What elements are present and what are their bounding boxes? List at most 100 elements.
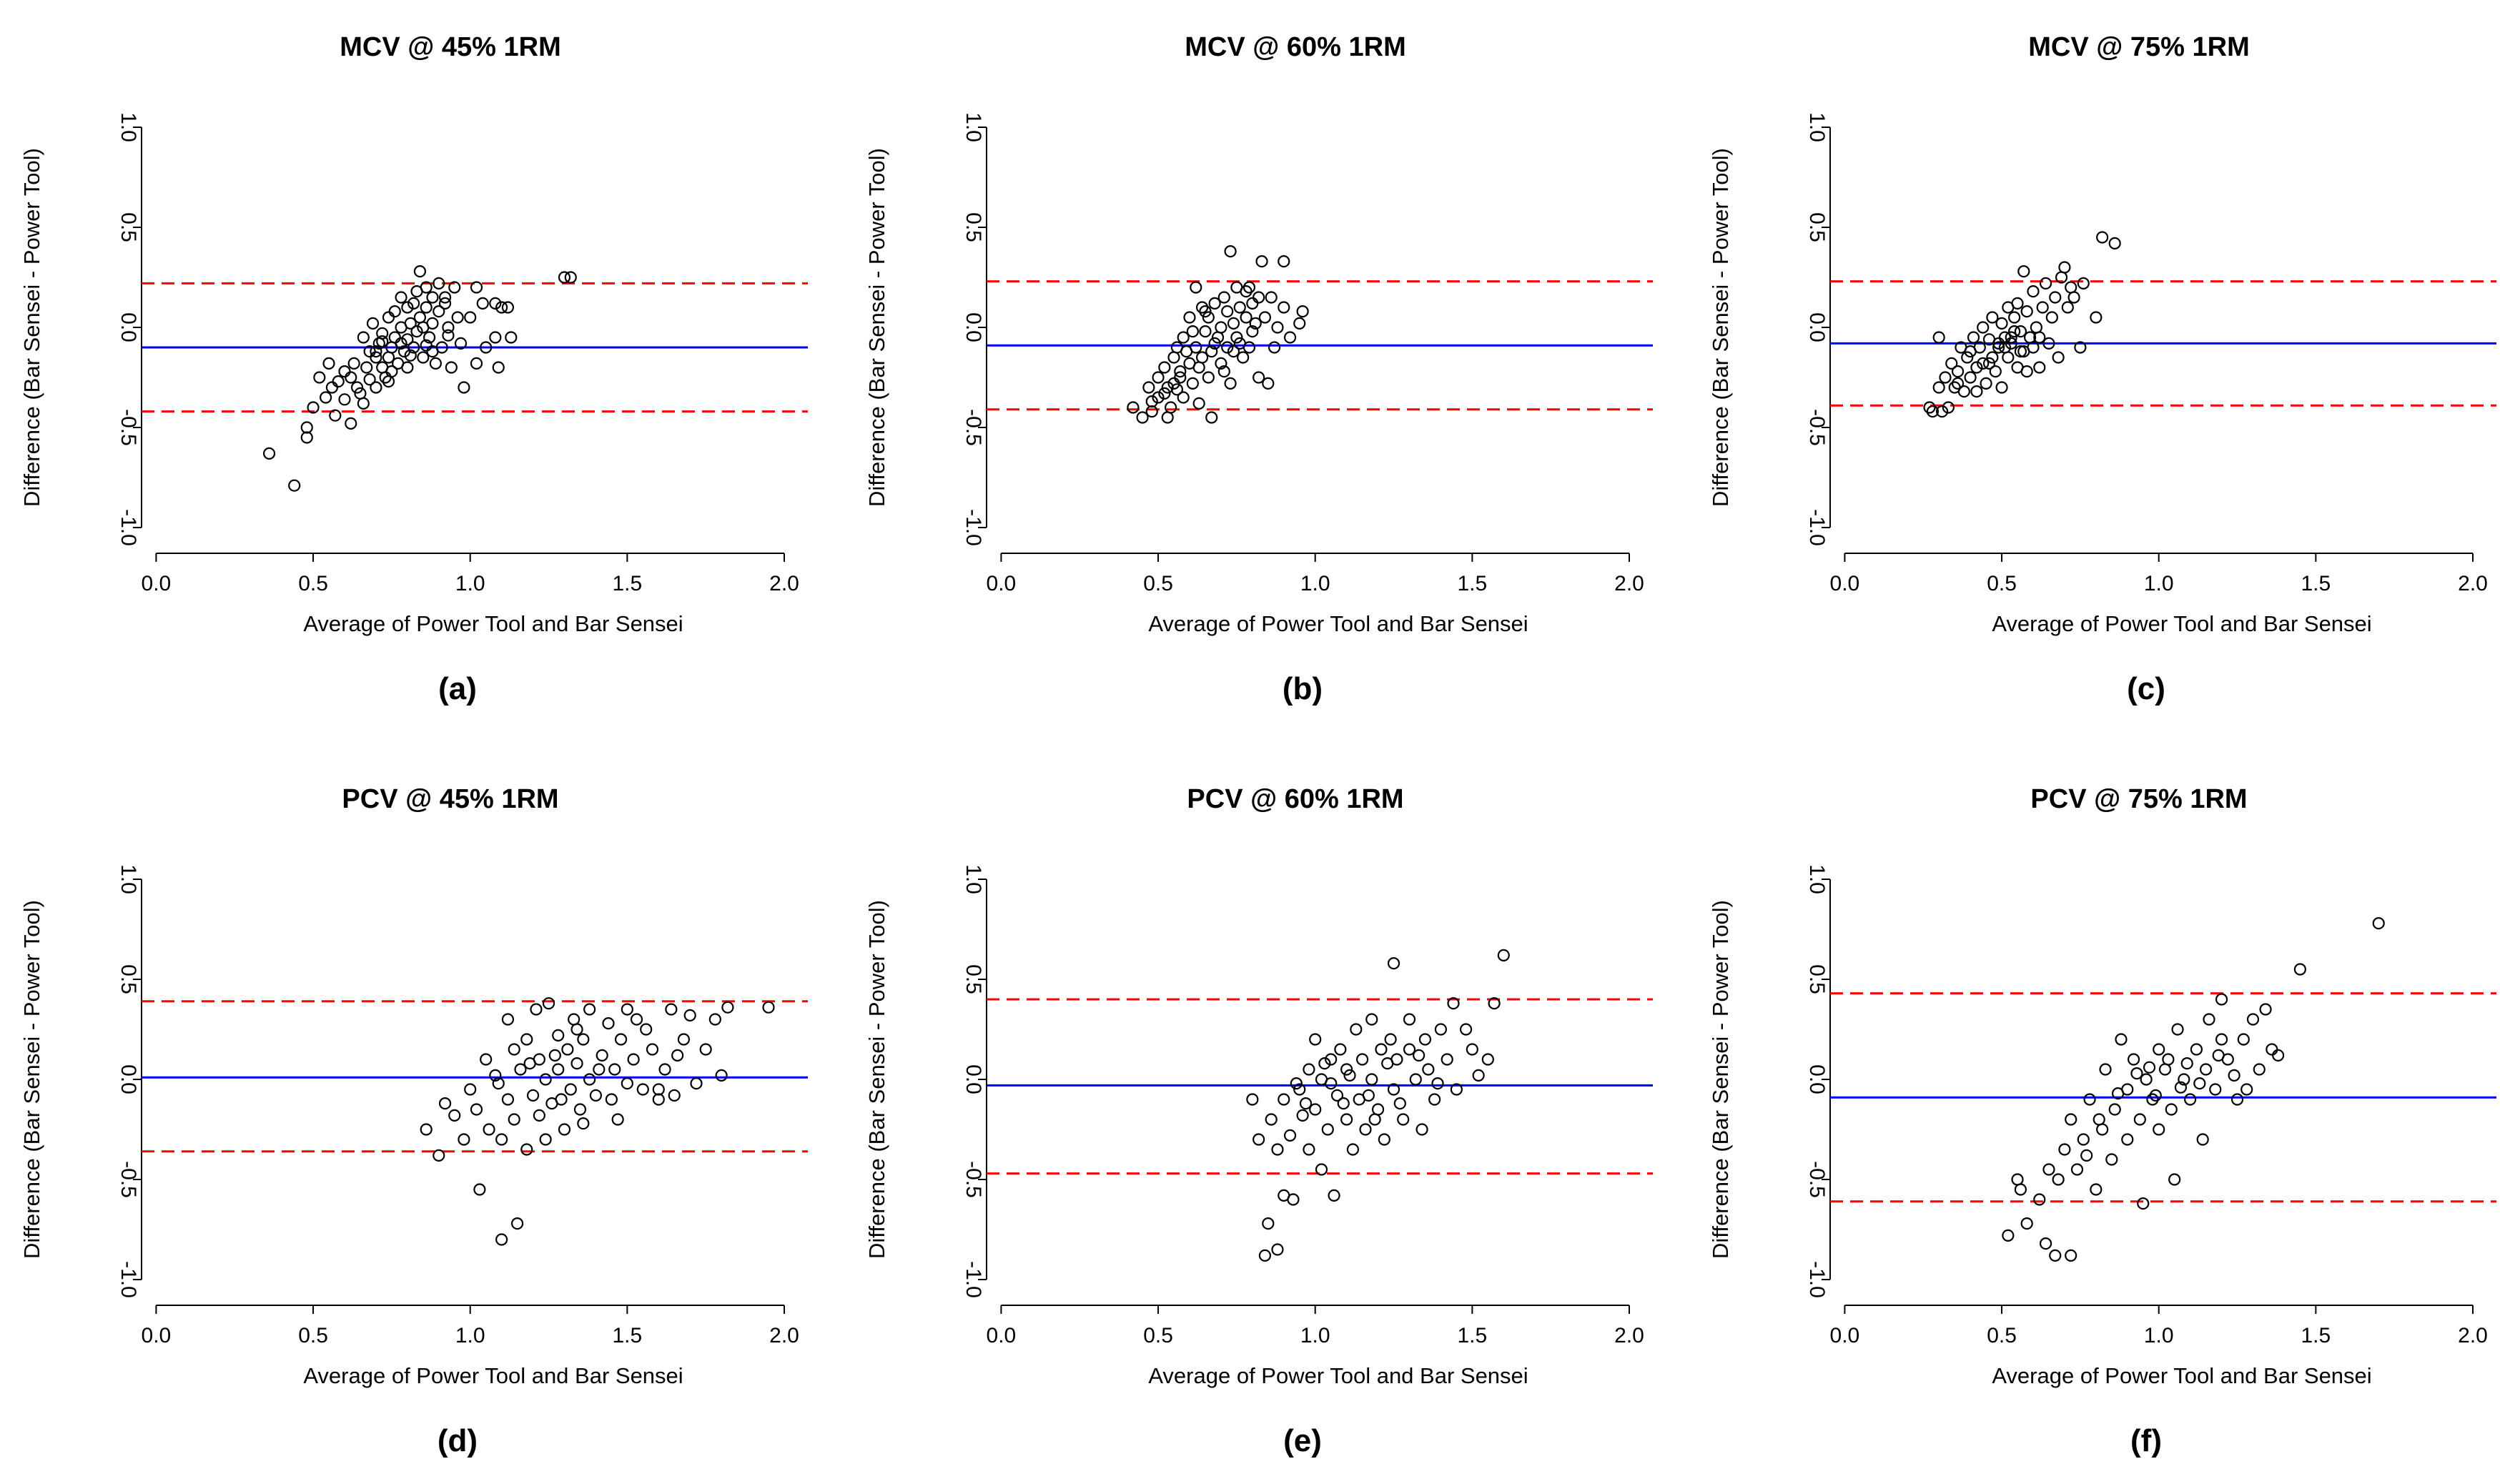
y-axis-label: Difference (Bar Sensei - Power Tool) bbox=[1708, 148, 1733, 507]
y-tick-label: -0.5 bbox=[962, 1161, 985, 1198]
x-tick-label: 1.5 bbox=[1457, 1324, 1487, 1347]
data-point bbox=[448, 281, 461, 294]
y-tick-label: -0.5 bbox=[1805, 409, 1829, 446]
data-point bbox=[2209, 1083, 2222, 1096]
data-point bbox=[382, 311, 395, 324]
data-point bbox=[2203, 1013, 2215, 1026]
data-point bbox=[577, 1033, 590, 1046]
data-point bbox=[1195, 301, 1209, 314]
data-point bbox=[2215, 1033, 2228, 1046]
data-point bbox=[1237, 351, 1250, 364]
data-point bbox=[658, 1063, 671, 1076]
data-point bbox=[2002, 1229, 2015, 1242]
data-point bbox=[417, 351, 430, 364]
data-point bbox=[577, 1117, 590, 1130]
data-point bbox=[1230, 331, 1243, 344]
data-point bbox=[322, 357, 335, 370]
data-point bbox=[329, 409, 342, 422]
data-point bbox=[2212, 1049, 2225, 1062]
x-tick-label: 1.0 bbox=[1300, 572, 1330, 595]
data-point bbox=[1293, 1083, 1306, 1096]
data-point bbox=[583, 1073, 596, 1086]
data-point bbox=[1165, 401, 1177, 414]
data-point bbox=[1431, 1077, 1444, 1090]
y-tick-label: 0.5 bbox=[1805, 212, 1829, 242]
panel-f: PCV @ 75% 1RM 0.0 0.5 1.0 1.5 2.0 -1.0 -0.5 0.0 0… bbox=[1708, 784, 2496, 1458]
data-point bbox=[1253, 1133, 1265, 1146]
y-axis-label: Difference (Bar Sensei - Power Tool) bbox=[864, 900, 889, 1259]
data-point bbox=[366, 317, 380, 330]
data-point bbox=[1368, 1113, 1381, 1126]
data-point bbox=[1208, 297, 1221, 310]
data-point bbox=[1192, 397, 1205, 410]
y-tick-label: 1.0 bbox=[1805, 112, 1829, 142]
y-tick-label: -1.0 bbox=[1805, 1261, 1829, 1298]
data-point bbox=[1246, 297, 1259, 310]
data-point bbox=[1299, 1097, 1313, 1110]
data-point bbox=[1217, 291, 1230, 304]
data-point bbox=[388, 331, 401, 344]
data-point bbox=[1296, 1109, 1309, 1122]
data-point bbox=[570, 1057, 583, 1070]
data-point bbox=[2052, 1173, 2065, 1186]
data-point bbox=[1387, 1083, 1400, 1096]
data-point bbox=[1428, 1093, 1441, 1106]
data-point bbox=[505, 331, 518, 344]
data-point bbox=[2149, 1089, 2162, 1102]
data-point bbox=[2080, 1149, 2093, 1162]
x-axis-label: Average of Power Tool and Bar Sensei bbox=[303, 1363, 683, 1388]
data-point bbox=[2174, 1081, 2188, 1094]
data-point bbox=[1174, 371, 1187, 384]
data-point bbox=[480, 1053, 493, 1066]
data-point bbox=[495, 1133, 508, 1146]
data-point bbox=[1340, 1063, 1353, 1076]
data-point bbox=[1215, 321, 1227, 334]
y-tick-label: 0.0 bbox=[117, 1064, 140, 1094]
data-point bbox=[438, 297, 452, 310]
x-tick-label: 2.0 bbox=[769, 1324, 799, 1347]
x-tick-label: 2.0 bbox=[1614, 572, 1644, 595]
data-point bbox=[2039, 277, 2052, 290]
data-point bbox=[1278, 255, 1290, 268]
data-point bbox=[1161, 411, 1174, 424]
data-point bbox=[2067, 291, 2080, 304]
panel-caption: (b) bbox=[1283, 671, 1323, 706]
data-point bbox=[1271, 1243, 1284, 1256]
data-point bbox=[1980, 377, 1992, 390]
data-point bbox=[429, 357, 442, 370]
data-point bbox=[501, 1093, 515, 1106]
data-point bbox=[363, 373, 376, 386]
data-point bbox=[570, 1023, 583, 1036]
data-point bbox=[1434, 1023, 1448, 1036]
data-point bbox=[1242, 281, 1256, 294]
x-tick-label: 1.5 bbox=[612, 572, 642, 595]
data-point bbox=[350, 381, 364, 394]
data-point bbox=[1221, 341, 1234, 354]
data-point bbox=[2178, 1073, 2190, 1086]
x-tick-label: 1.0 bbox=[2144, 1324, 2174, 1347]
data-point bbox=[1158, 387, 1171, 400]
data-point bbox=[1977, 321, 1990, 334]
data-point bbox=[2237, 1033, 2250, 1046]
y-tick-label: 0.0 bbox=[1805, 312, 1829, 342]
data-point bbox=[1287, 1193, 1300, 1206]
data-point bbox=[2259, 1003, 2272, 1016]
data-point bbox=[2228, 1069, 2240, 1082]
data-point bbox=[262, 447, 276, 460]
data-point bbox=[2108, 237, 2121, 249]
y-tick-label: -1.0 bbox=[117, 509, 140, 546]
data-point bbox=[2230, 1093, 2244, 1106]
data-point bbox=[420, 1123, 433, 1136]
data-point bbox=[464, 1083, 477, 1096]
data-point bbox=[1303, 1063, 1315, 1076]
data-point bbox=[2020, 1217, 2033, 1230]
data-point bbox=[2168, 1173, 2181, 1186]
data-point bbox=[1923, 401, 1936, 414]
panel-d: PCV @ 45% 1RM 0.0 0.5 1.0 1.5 2.0 -1.0 -0.5 0.0 0… bbox=[19, 784, 808, 1458]
data-point bbox=[573, 1103, 587, 1116]
data-point bbox=[417, 321, 430, 334]
data-point bbox=[1481, 1053, 1494, 1066]
data-point bbox=[1262, 1217, 1275, 1230]
data-point bbox=[2020, 305, 2033, 318]
data-point bbox=[2008, 325, 2021, 338]
